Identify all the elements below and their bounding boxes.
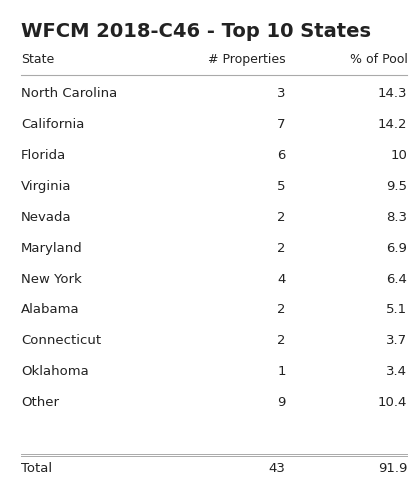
Text: New York: New York <box>21 273 82 285</box>
Text: 2: 2 <box>277 335 286 347</box>
Text: 43: 43 <box>269 462 286 475</box>
Text: 9.5: 9.5 <box>386 180 407 193</box>
Text: 5: 5 <box>277 180 286 193</box>
Text: Maryland: Maryland <box>21 242 83 255</box>
Text: Oklahoma: Oklahoma <box>21 365 89 378</box>
Text: 91.9: 91.9 <box>378 462 407 475</box>
Text: 6.4: 6.4 <box>386 273 407 285</box>
Text: 10.4: 10.4 <box>378 396 407 409</box>
Text: California: California <box>21 118 84 131</box>
Text: 3.7: 3.7 <box>386 335 407 347</box>
Text: 10: 10 <box>391 149 407 162</box>
Text: 1: 1 <box>277 365 286 378</box>
Text: 2: 2 <box>277 242 286 255</box>
Text: 2: 2 <box>277 303 286 317</box>
Text: 14.3: 14.3 <box>378 87 407 100</box>
Text: WFCM 2018-C46 - Top 10 States: WFCM 2018-C46 - Top 10 States <box>21 22 371 41</box>
Text: Other: Other <box>21 396 59 409</box>
Text: 6.9: 6.9 <box>386 242 407 255</box>
Text: 6: 6 <box>277 149 286 162</box>
Text: Florida: Florida <box>21 149 66 162</box>
Text: Nevada: Nevada <box>21 211 72 224</box>
Text: Total: Total <box>21 462 52 475</box>
Text: 2: 2 <box>277 211 286 224</box>
Text: Alabama: Alabama <box>21 303 80 317</box>
Text: North Carolina: North Carolina <box>21 87 117 100</box>
Text: 3.4: 3.4 <box>386 365 407 378</box>
Text: # Properties: # Properties <box>208 53 286 66</box>
Text: 14.2: 14.2 <box>378 118 407 131</box>
Text: 4: 4 <box>277 273 286 285</box>
Text: State: State <box>21 53 54 66</box>
Text: 9: 9 <box>277 396 286 409</box>
Text: 3: 3 <box>277 87 286 100</box>
Text: Virginia: Virginia <box>21 180 71 193</box>
Text: 7: 7 <box>277 118 286 131</box>
Text: % of Pool: % of Pool <box>349 53 407 66</box>
Text: Connecticut: Connecticut <box>21 335 101 347</box>
Text: 8.3: 8.3 <box>386 211 407 224</box>
Text: 5.1: 5.1 <box>386 303 407 317</box>
